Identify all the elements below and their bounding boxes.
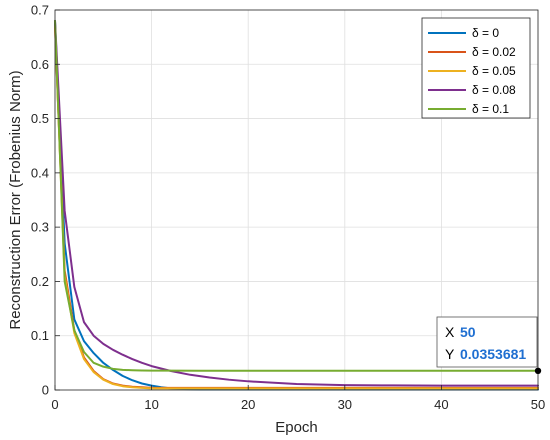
data-tip-y-value: 0.0353681 — [460, 346, 526, 362]
x-tick-label: 50 — [531, 397, 545, 412]
legend-label-1: δ = 0.02 — [472, 45, 516, 59]
y-tick-label: 0.5 — [31, 111, 49, 126]
series-line-2 — [54, 25, 539, 390]
x-tick-label: 30 — [338, 397, 352, 412]
x-axis-label: Epoch — [275, 419, 318, 436]
data-tip-x-label: X — [445, 324, 455, 340]
data-tip-x-value: 50 — [460, 324, 476, 340]
x-tick-label: 10 — [144, 397, 158, 412]
series-line-3 — [54, 19, 539, 387]
y-tick-label: 0 — [42, 383, 49, 398]
legend-label-4: δ = 0.1 — [472, 102, 509, 116]
y-tick-label: 0.4 — [31, 165, 49, 180]
data-tip-y-label: Y — [445, 346, 455, 362]
data-tip[interactable]: X 50 Y 0.0353681 — [436, 316, 542, 375]
y-tick-label: 0.7 — [31, 3, 49, 18]
y-tick-label: 0.3 — [31, 220, 49, 235]
y-tick-label: 0.2 — [31, 274, 49, 289]
series-line-0 — [54, 19, 539, 391]
data-tip-box — [436, 316, 538, 368]
y-axis-label: Reconstruction Error (Frobenius Norm) — [7, 70, 24, 329]
series-lines — [54, 19, 539, 391]
y-tick-label: 0.1 — [31, 328, 49, 343]
x-tick-label: 40 — [434, 397, 448, 412]
legend: δ = 0 δ = 0.02 δ = 0.05 δ = 0.08 δ = 0.1 — [421, 17, 531, 119]
x-tick-label: 0 — [51, 397, 58, 412]
data-tip-marker[interactable] — [534, 367, 542, 375]
series-line-4 — [54, 19, 539, 372]
legend-label-0: δ = 0 — [472, 26, 499, 40]
plot-frame — [54, 9, 539, 391]
x-tick-label: 20 — [241, 397, 255, 412]
ticks: 0 10 20 30 40 50 0 0.1 0.2 0.3 0.4 0.5 0.6 0.7 — [31, 3, 545, 413]
legend-label-2: δ = 0.05 — [472, 64, 516, 78]
legend-box — [421, 17, 531, 119]
y-tick-label: 0.6 — [31, 57, 49, 72]
legend-label-3: δ = 0.08 — [472, 83, 516, 97]
